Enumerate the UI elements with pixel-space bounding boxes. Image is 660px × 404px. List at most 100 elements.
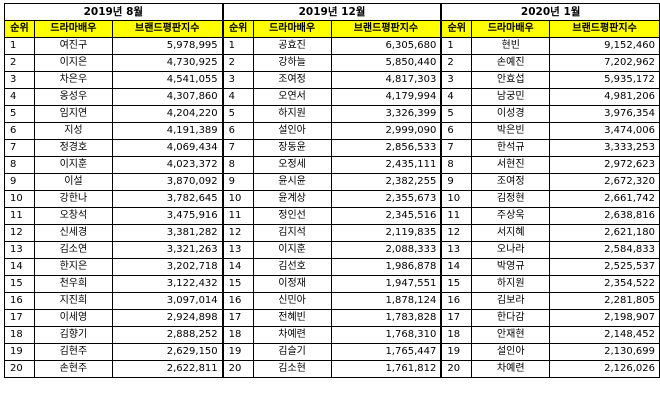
actor-cell: 윤시윤 (252, 173, 332, 191)
table-row: 4 남궁민 4,981,206 (441, 88, 660, 106)
score-cell: 3,475,916 (111, 207, 223, 225)
actor-cell: 지진희 (33, 292, 113, 310)
ranking-table: 2020년 1월 순위 드라마배우 브랜드평판지수 1 현빈 9,152,460 2 손예진 7,… (441, 3, 660, 378)
table-row: 1 현빈 9,152,460 (441, 37, 660, 55)
actor-cell: 이정재 (252, 275, 332, 293)
actor-cell: 김슬기 (252, 343, 332, 361)
table-row: 14 박영규 2,525,537 (441, 258, 660, 276)
actor-cell: 김보라 (471, 292, 551, 310)
table-row: 18 차예련 1,768,310 (222, 326, 442, 344)
score-cell: 3,381,282 (111, 224, 223, 242)
rank-cell: 7 (4, 139, 35, 157)
score-cell: 3,333,253 (549, 139, 660, 157)
table-row: 5 이성경 3,976,354 (441, 105, 660, 123)
actor-cell: 지성 (33, 122, 113, 140)
actor-cell: 전혜빈 (252, 309, 332, 327)
rank-cell: 11 (4, 207, 35, 225)
rank-cell: 19 (222, 343, 254, 361)
rank-cell: 13 (222, 241, 254, 259)
table-row: 19 설인아 2,130,699 (441, 343, 660, 361)
rank-cell: 3 (4, 71, 35, 89)
table-row: 12 김지석 2,119,835 (222, 224, 442, 242)
score-cell: 3,870,092 (111, 173, 223, 191)
table-row: 6 박은빈 3,474,006 (441, 122, 660, 140)
rank-cell: 13 (441, 241, 473, 259)
rank-cell: 16 (441, 292, 473, 310)
actor-cell: 서지혜 (471, 224, 551, 242)
score-cell: 6,305,680 (330, 37, 442, 55)
score-cell: 2,345,516 (330, 207, 442, 225)
table-row: 16 김보라 2,281,805 (441, 292, 660, 310)
score-cell: 4,191,389 (111, 122, 223, 140)
rank-cell: 2 (441, 54, 473, 72)
table-row: 15 하지원 2,354,522 (441, 275, 660, 293)
score-cell: 1,878,124 (330, 292, 442, 310)
rank-cell: 9 (441, 173, 473, 191)
table-row: 19 김현주 2,629,150 (4, 343, 223, 361)
score-cell: 1,947,551 (330, 275, 442, 293)
actor-cell: 박은빈 (471, 122, 551, 140)
rank-cell: 1 (222, 37, 254, 55)
score-cell: 2,638,816 (549, 207, 660, 225)
table-row: 8 이지훈 4,023,372 (4, 156, 223, 174)
actor-cell: 한다감 (471, 309, 551, 327)
table-row: 11 주상욱 2,638,816 (441, 207, 660, 225)
rank-cell: 20 (4, 360, 35, 378)
score-cell: 3,326,399 (330, 105, 442, 123)
actor-cell: 안재현 (471, 326, 551, 344)
score-cell: 2,629,150 (111, 343, 223, 361)
table-row: 6 설인아 2,999,090 (222, 122, 442, 140)
actor-cell: 신민아 (252, 292, 332, 310)
table-row: 15 이정재 1,947,551 (222, 275, 442, 293)
actor-cell: 하지원 (471, 275, 551, 293)
score-cell: 2,148,452 (549, 326, 660, 344)
rank-cell: 20 (441, 360, 473, 378)
table-row: 17 전혜빈 1,783,828 (222, 309, 442, 327)
table-row: 11 정인선 2,345,516 (222, 207, 442, 225)
score-cell: 4,730,925 (111, 54, 223, 72)
actor-cell: 서현진 (471, 156, 551, 174)
score-header: 브랜드평판지수 (330, 20, 442, 38)
actor-cell: 장동윤 (252, 139, 332, 157)
actor-cell: 현빈 (471, 37, 551, 55)
table-row: 2 이지은 4,730,925 (4, 54, 223, 72)
actor-cell: 윤계상 (252, 190, 332, 208)
table-row: 13 오나라 2,584,833 (441, 241, 660, 259)
actor-cell: 남궁민 (471, 88, 551, 106)
table-row: 17 한다감 2,198,907 (441, 309, 660, 327)
score-cell: 1,768,310 (330, 326, 442, 344)
actor-cell: 차은우 (33, 71, 113, 89)
rank-cell: 5 (4, 105, 35, 123)
table-row: 18 안재현 2,148,452 (441, 326, 660, 344)
score-cell: 4,981,206 (549, 88, 660, 106)
table-row: 7 장동윤 2,856,533 (222, 139, 442, 157)
table-row: 13 김소연 3,321,263 (4, 241, 223, 259)
rank-cell: 10 (222, 190, 254, 208)
table-row: 5 임지연 4,204,220 (4, 105, 223, 123)
rank-cell: 3 (441, 71, 473, 89)
actor-cell: 이지훈 (252, 241, 332, 259)
rank-cell: 18 (222, 326, 254, 344)
score-cell: 4,817,303 (330, 71, 442, 89)
table-row: 16 지진희 3,097,014 (4, 292, 223, 310)
actor-cell: 정인선 (252, 207, 332, 225)
score-cell: 3,976,354 (549, 105, 660, 123)
actor-cell: 이설 (33, 173, 113, 191)
rank-cell: 16 (4, 292, 35, 310)
actor-cell: 한석규 (471, 139, 551, 157)
rank-cell: 14 (441, 258, 473, 276)
actor-cell: 김지석 (252, 224, 332, 242)
score-cell: 4,179,994 (330, 88, 442, 106)
score-cell: 2,355,673 (330, 190, 442, 208)
score-cell: 5,978,995 (111, 37, 223, 55)
score-cell: 5,850,440 (330, 54, 442, 72)
score-cell: 2,525,537 (549, 258, 660, 276)
actor-header: 드라마배우 (252, 20, 332, 38)
rank-cell: 12 (441, 224, 473, 242)
score-cell: 2,856,533 (330, 139, 442, 157)
actor-cell: 손예진 (471, 54, 551, 72)
rank-cell: 7 (222, 139, 254, 157)
table-row: 3 차은우 4,541,055 (4, 71, 223, 89)
actor-cell: 한지은 (33, 258, 113, 276)
rank-cell: 5 (222, 105, 254, 123)
